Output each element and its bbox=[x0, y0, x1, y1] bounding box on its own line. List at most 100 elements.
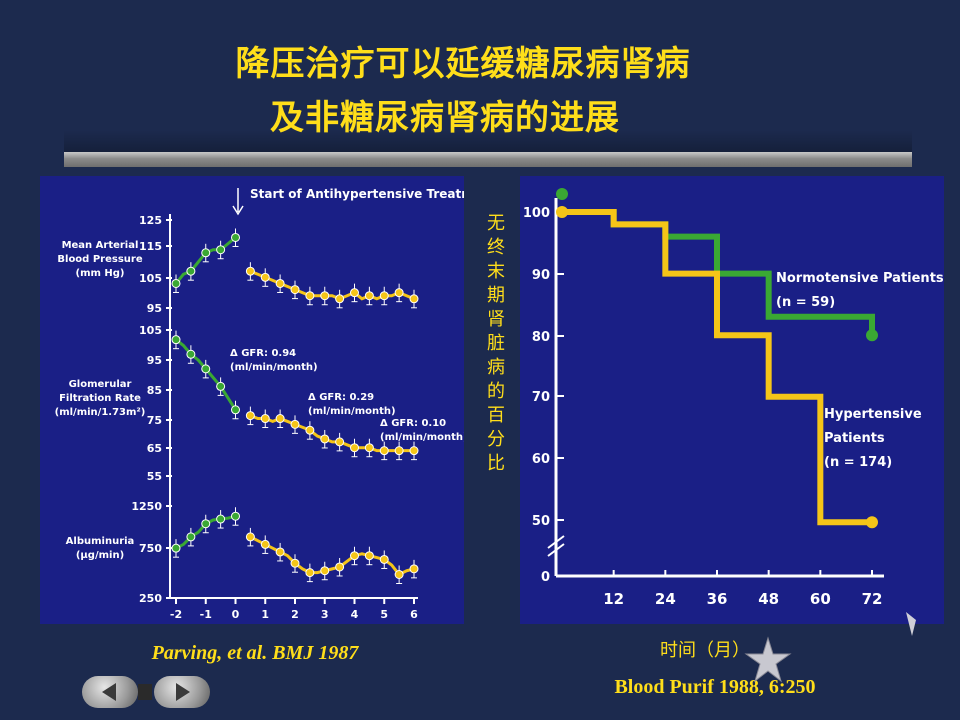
y-tick-label: 65 bbox=[147, 442, 162, 455]
y-tick-label: 80 bbox=[532, 330, 550, 345]
data-point bbox=[409, 294, 419, 304]
next-slide-button[interactable] bbox=[154, 676, 210, 708]
y-axis-label: Mean Arterial bbox=[62, 240, 139, 251]
series-label: Patients bbox=[824, 431, 885, 446]
data-point bbox=[245, 411, 255, 421]
y-tick-label: 75 bbox=[147, 414, 162, 427]
post-series-line bbox=[249, 269, 415, 301]
divider-shadow bbox=[64, 130, 912, 152]
gfr-annotation: Δ GFR: 0.94 bbox=[230, 348, 296, 359]
x-tick-label: 1 bbox=[261, 608, 269, 621]
data-point bbox=[245, 532, 255, 542]
data-point bbox=[379, 446, 389, 456]
gfr-annotation: (ml/min/month) bbox=[308, 406, 396, 417]
data-point bbox=[186, 349, 196, 359]
data-point bbox=[364, 443, 374, 453]
y-tick-label: 90 bbox=[532, 268, 550, 283]
y-tick-label: 100 bbox=[523, 206, 550, 221]
gfr-annotation: Δ GFR: 0.10 bbox=[380, 418, 446, 429]
nav-separator bbox=[138, 684, 152, 700]
data-point bbox=[379, 554, 389, 564]
data-point bbox=[305, 291, 315, 301]
y-axis-label: (mm Hg) bbox=[76, 268, 125, 279]
left-citation: Parving, et al. BMJ 1987 bbox=[151, 642, 359, 664]
ylabel-char: 病 bbox=[487, 357, 505, 378]
x-tick-label: 4 bbox=[351, 608, 359, 621]
x-tick-label: 0 bbox=[232, 608, 240, 621]
y-tick-label: 95 bbox=[147, 354, 162, 367]
data-point bbox=[320, 566, 330, 576]
data-point bbox=[275, 278, 285, 288]
series-end-point bbox=[866, 516, 878, 529]
right-chart: 100 90 80 70 60 50 0 12 24 36 48 60 72 Normotensive P… bbox=[523, 188, 944, 608]
data-point bbox=[335, 437, 345, 447]
data-point bbox=[409, 564, 419, 574]
ylabel-char: 肾 bbox=[487, 309, 505, 330]
x-tick-label: 36 bbox=[707, 590, 728, 608]
data-point bbox=[290, 558, 300, 568]
data-point bbox=[201, 248, 211, 258]
previous-slide-button[interactable] bbox=[82, 676, 138, 708]
data-point bbox=[231, 232, 240, 242]
data-point bbox=[245, 266, 255, 276]
x-tick-label: 5 bbox=[380, 608, 388, 621]
series-start-point bbox=[556, 188, 568, 200]
data-point bbox=[379, 291, 389, 301]
data-point bbox=[260, 272, 270, 282]
ylabel-char: 末 bbox=[487, 261, 505, 282]
ylabel-char: 比 bbox=[487, 453, 505, 474]
right-chart-ylabel: 无终末期肾脏病的百分比 bbox=[484, 212, 508, 476]
data-point bbox=[260, 539, 270, 549]
right-chart-panel: 100 90 80 70 60 50 0 12 24 36 48 60 72 Normotensive P… bbox=[520, 176, 944, 624]
x-tick-label: 6 bbox=[410, 608, 418, 621]
y-axis-label: Blood Pressure bbox=[57, 254, 142, 265]
data-point bbox=[171, 335, 181, 345]
data-point bbox=[394, 570, 404, 579]
left-chart: Start of Antihypertensive Treatment12511… bbox=[55, 187, 497, 621]
series-step-line bbox=[562, 209, 872, 526]
axis-break bbox=[547, 535, 565, 557]
x-tick-label: 24 bbox=[655, 590, 676, 608]
data-point bbox=[350, 443, 359, 453]
data-point bbox=[186, 266, 196, 276]
data-point bbox=[364, 291, 374, 301]
star-icon bbox=[744, 636, 792, 683]
data-point bbox=[350, 551, 359, 561]
data-point bbox=[394, 446, 404, 456]
data-point bbox=[231, 511, 240, 521]
y-tick-label: 50 bbox=[532, 514, 550, 529]
series-label: Normotensive Patients bbox=[776, 271, 944, 286]
y-tick-label: 0 bbox=[541, 570, 550, 585]
gfr-annotation: (ml/min/month) bbox=[380, 432, 464, 443]
ylabel-char: 的 bbox=[487, 381, 505, 402]
data-point bbox=[201, 364, 211, 374]
data-point bbox=[171, 278, 181, 288]
y-tick-label: 85 bbox=[147, 384, 162, 397]
y-tick-label: 250 bbox=[139, 592, 162, 605]
data-point bbox=[260, 414, 270, 424]
series-label: (n = 59) bbox=[776, 295, 835, 310]
arrow-right-icon bbox=[176, 683, 190, 701]
y-axis-label: Glomerular bbox=[69, 379, 132, 390]
treatment-annotation: Start of Antihypertensive Treatment bbox=[250, 187, 464, 201]
post-series-line bbox=[249, 535, 415, 577]
y-tick-label: 1250 bbox=[131, 500, 162, 513]
gfr-annotation: (ml/min/month) bbox=[230, 362, 318, 373]
title-divider bbox=[64, 152, 912, 167]
x-tick-label: 2 bbox=[291, 608, 299, 621]
corner-decoration-icon bbox=[906, 612, 916, 636]
data-point bbox=[290, 419, 300, 429]
data-point bbox=[216, 514, 226, 524]
data-point bbox=[335, 562, 345, 572]
ylabel-char: 分 bbox=[487, 429, 505, 450]
data-point bbox=[201, 519, 211, 529]
data-point bbox=[320, 434, 330, 444]
y-tick-label: 55 bbox=[147, 470, 162, 483]
data-point bbox=[305, 568, 315, 578]
data-point bbox=[409, 446, 419, 456]
gfr-annotation: Δ GFR: 0.29 bbox=[308, 392, 374, 403]
y-axis-label: (μg/min) bbox=[76, 550, 124, 561]
left-chart-panel: Start of Antihypertensive Treatment12511… bbox=[40, 176, 497, 624]
y-tick-label: 750 bbox=[139, 542, 162, 555]
x-tick-label: 48 bbox=[758, 590, 779, 608]
